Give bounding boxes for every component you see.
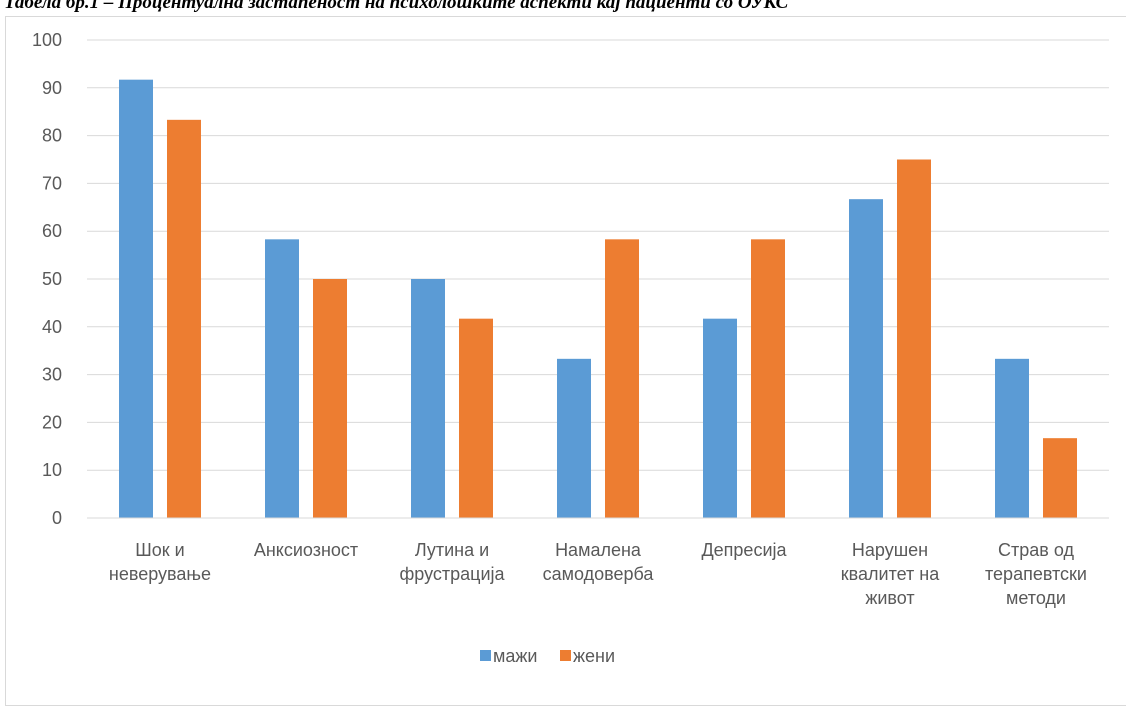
y-tick-label: 30 bbox=[42, 365, 62, 385]
bar-series-2 bbox=[897, 159, 931, 518]
legend-label: мажи bbox=[493, 646, 537, 666]
y-tick-label: 20 bbox=[42, 412, 62, 432]
table-caption: Табела бр.1 – Процентуална застапеност н… bbox=[4, 0, 789, 13]
legend-swatch bbox=[560, 650, 571, 661]
x-category-label: Шок и неверување bbox=[109, 540, 211, 584]
legend-swatch bbox=[480, 650, 491, 661]
bar-series-1 bbox=[265, 239, 299, 519]
bar-series-1 bbox=[849, 199, 883, 518]
bar-series-2 bbox=[751, 239, 785, 519]
y-tick-label: 0 bbox=[52, 508, 62, 528]
y-tick-label: 60 bbox=[42, 221, 62, 241]
bar-series-1 bbox=[557, 358, 591, 518]
y-tick-label: 70 bbox=[42, 173, 62, 193]
x-category-label: Нарушен квалитет на живот bbox=[841, 540, 940, 608]
bar-series-2 bbox=[459, 318, 493, 518]
legend: мажи жени bbox=[480, 646, 615, 666]
legend-label: жени bbox=[573, 646, 615, 666]
bar-series-2 bbox=[1043, 438, 1077, 518]
bar-series-2 bbox=[167, 119, 201, 519]
y-tick-label: 10 bbox=[42, 460, 62, 480]
bar-series-1 bbox=[703, 318, 737, 518]
x-category-label: Анксиозност bbox=[254, 540, 358, 560]
y-tick-label: 50 bbox=[42, 269, 62, 289]
chart-frame: 0 10 20 30 40 50 60 70 80 90 100 Шок и неверување Ан… bbox=[5, 16, 1126, 706]
bar-series-1 bbox=[995, 358, 1029, 518]
y-tick-label: 90 bbox=[42, 78, 62, 98]
bar-series-1 bbox=[119, 79, 153, 518]
x-category-label: Страв од терапевтски методи bbox=[985, 540, 1087, 608]
y-tick-label: 80 bbox=[42, 126, 62, 146]
gridlines bbox=[87, 39, 1109, 471]
bar-series-2 bbox=[313, 279, 347, 518]
bar-series-1 bbox=[411, 279, 445, 518]
x-axis-categories: Шок и неверување Анксиозност Лутина и фрустр… bbox=[109, 540, 1087, 608]
y-tick-label: 100 bbox=[32, 30, 62, 50]
x-category-label: Лутина и фрустрација bbox=[399, 540, 505, 584]
x-category-label: Намалена самодоверба bbox=[543, 540, 655, 584]
y-axis-ticks: 0 10 20 30 40 50 60 70 80 90 100 bbox=[32, 30, 62, 528]
x-category-label: Депресија bbox=[701, 540, 787, 560]
bar-chart: 0 10 20 30 40 50 60 70 80 90 100 Шок и неверување Ан… bbox=[32, 30, 1109, 666]
y-tick-label: 40 bbox=[42, 317, 62, 337]
bar-series-2 bbox=[605, 239, 639, 519]
bars bbox=[119, 79, 1077, 519]
